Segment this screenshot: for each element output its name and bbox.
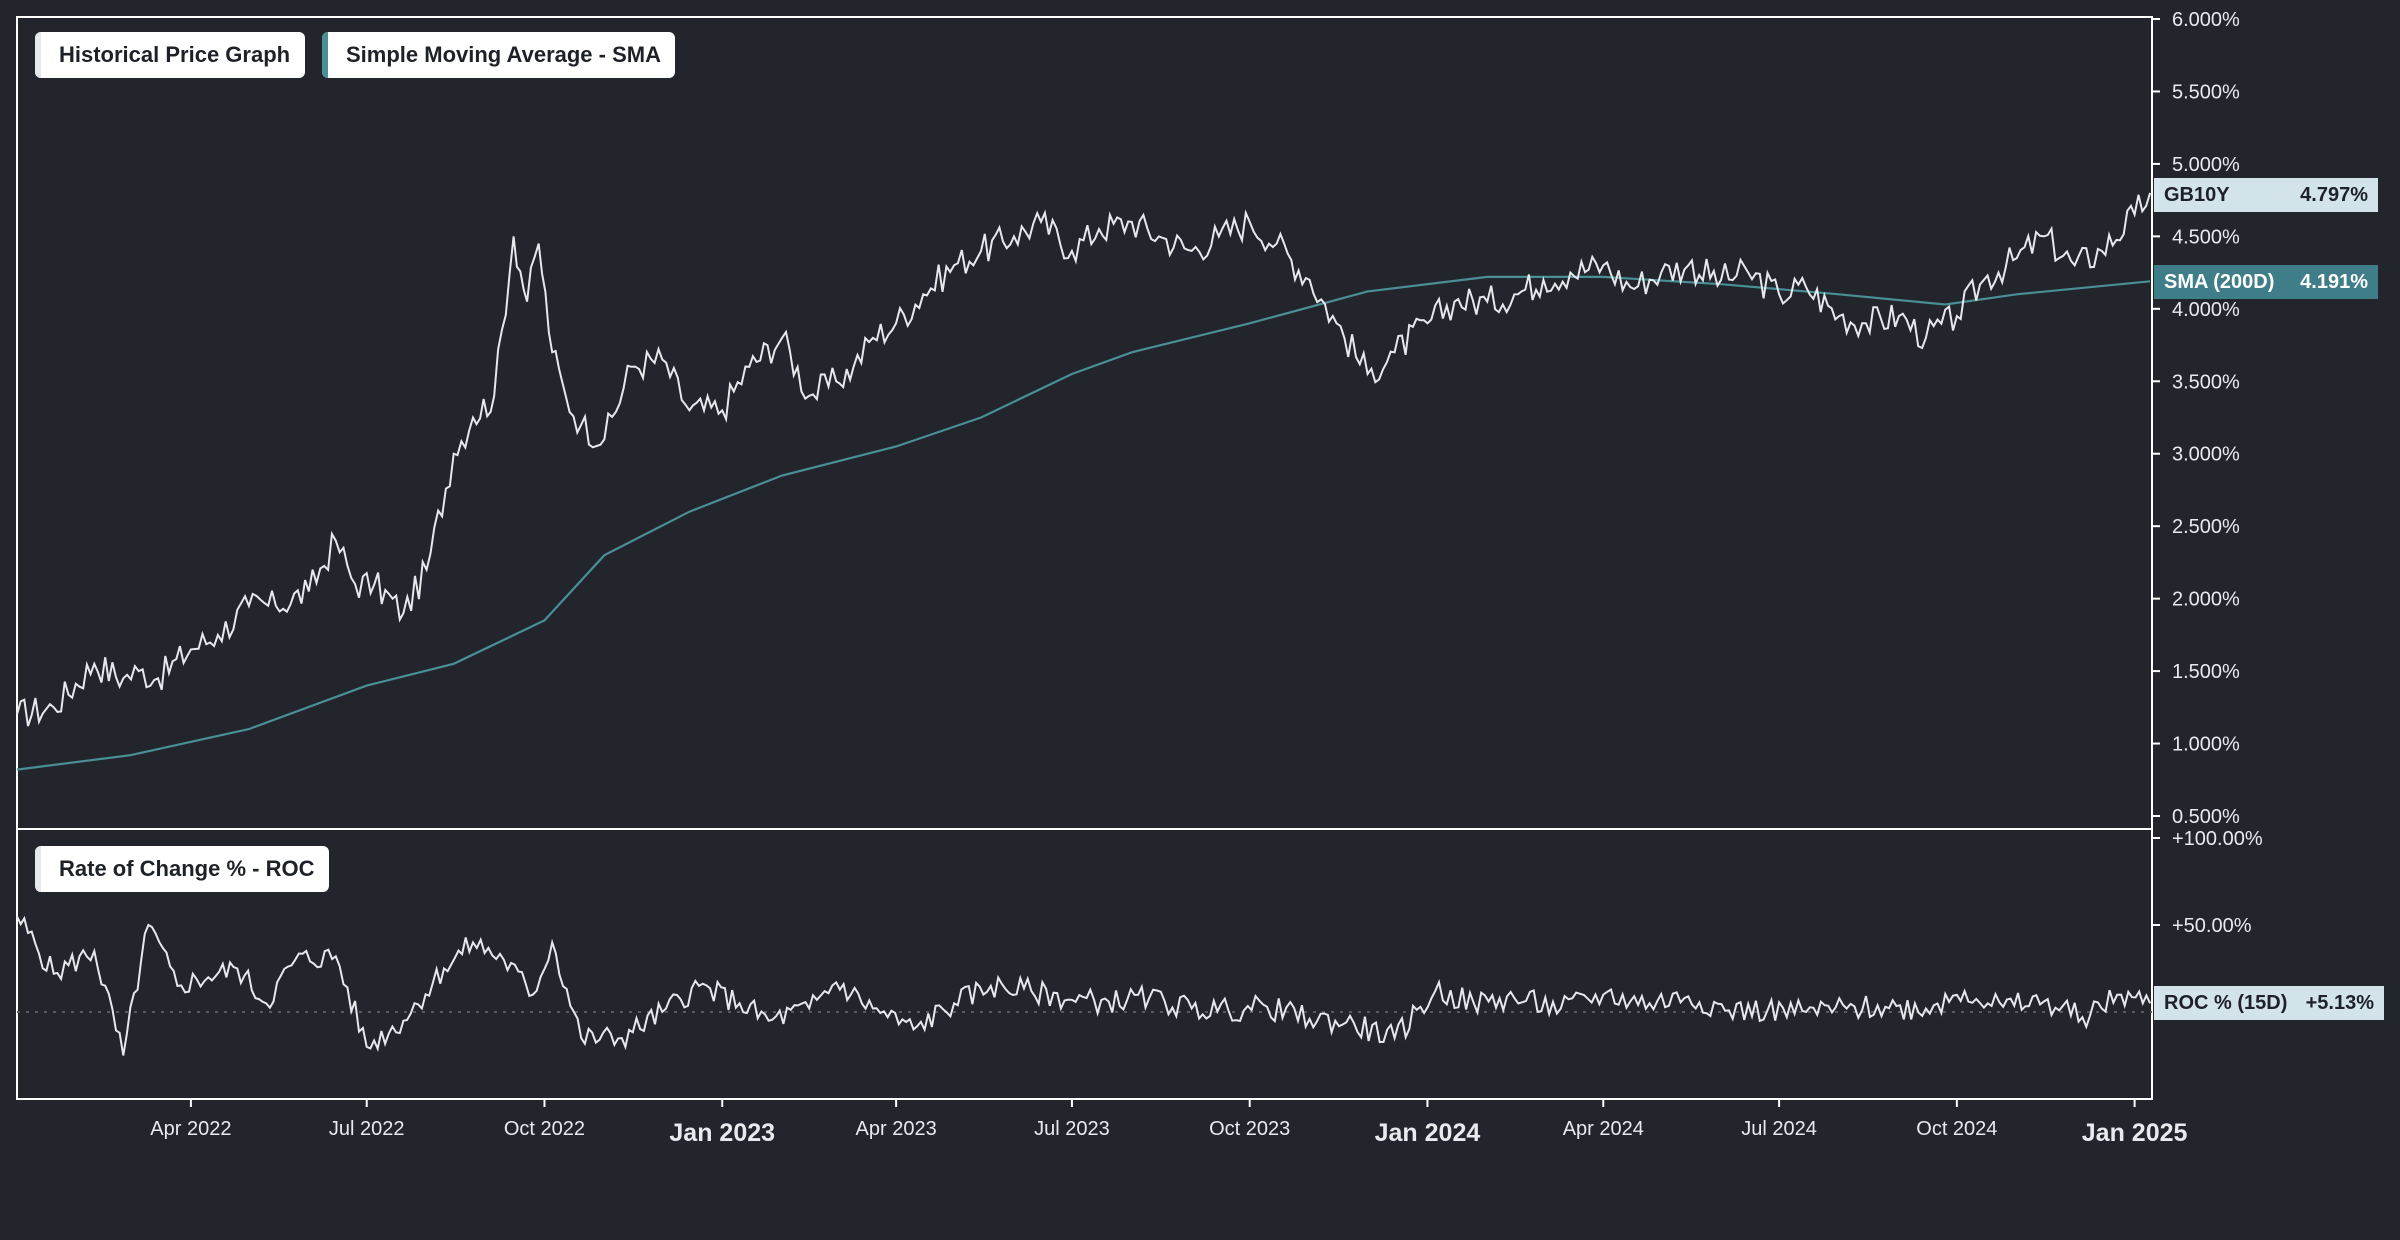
price-value-tag: GB10Y 4.797%	[2154, 178, 2378, 212]
main-y-tick-label: 1.500%	[2172, 661, 2240, 683]
main-y-tick-label: 4.000%	[2172, 299, 2240, 321]
roc-legend[interactable]: Rate of Change % - ROC	[35, 846, 329, 892]
sma-legend-swatch	[322, 32, 328, 78]
roc-panel-frame	[16, 828, 2153, 1100]
main-y-axis: 6.000% 5.500% 5.000% 4.500% 4.000% 3.500% 3.00…	[2152, 9, 2240, 828]
price-legend-label: Historical Price Graph	[59, 42, 291, 67]
main-y-tick-label: 6.000%	[2172, 9, 2240, 31]
sma-line	[16, 275, 2151, 771]
roc-legend-label: Rate of Change % - ROC	[59, 856, 315, 881]
main-y-tick-label: 1.000%	[2172, 734, 2240, 756]
x-tick-label: Jul 2024	[1741, 1118, 1817, 1140]
roc-tag-label: ROC % (15D)	[2164, 992, 2288, 1014]
x-tick-label: Jan 2025	[2082, 1119, 2188, 1147]
x-tick-label: Jul 2022	[329, 1118, 405, 1140]
sma-legend-label: Simple Moving Average - SMA	[346, 42, 661, 67]
x-tick-label: Oct 2022	[504, 1118, 585, 1140]
main-y-tick-label: 2.000%	[2172, 589, 2240, 611]
x-tick-label: Jul 2023	[1034, 1118, 1110, 1140]
x-tick-label: Oct 2024	[1916, 1118, 1997, 1140]
main-panel-frame	[16, 16, 2153, 830]
main-y-tick-label: 0.500%	[2172, 806, 2240, 828]
x-tick-label: Jan 2024	[1375, 1119, 1481, 1147]
x-tick-label: Oct 2023	[1209, 1118, 1290, 1140]
x-tick-label: Apr 2024	[1563, 1118, 1644, 1140]
roc-y-axis: +100.00% +50.00%	[2152, 828, 2263, 937]
main-y-tick-label: 2.500%	[2172, 516, 2240, 538]
x-tick-label: Jan 2023	[669, 1119, 775, 1147]
sma-legend[interactable]: Simple Moving Average - SMA	[322, 32, 675, 78]
sma-value-tag: SMA (200D) 4.191%	[2154, 265, 2378, 299]
price-line	[16, 192, 2152, 727]
x-tick-label: Apr 2022	[150, 1118, 231, 1140]
roc-line	[16, 915, 2152, 1056]
roc-tag-value: +5.13%	[2305, 992, 2374, 1014]
main-y-tick-label: 3.000%	[2172, 444, 2240, 466]
x-tick-label: Apr 2023	[856, 1118, 937, 1140]
main-y-tick-label: 5.000%	[2172, 154, 2240, 176]
price-legend[interactable]: Historical Price Graph	[35, 32, 305, 78]
roc-legend-swatch	[35, 846, 41, 892]
roc-y-tick-label: +100.00%	[2172, 828, 2263, 850]
roc-value-tag: ROC % (15D) +5.13%	[2154, 986, 2384, 1020]
price-tag-value: 4.797%	[2300, 184, 2368, 206]
roc-y-tick-label: +50.00%	[2172, 915, 2252, 937]
sma-tag-label: SMA (200D)	[2164, 271, 2275, 293]
price-legend-swatch	[35, 32, 41, 78]
x-axis: Apr 2022 Jul 2022 Oct 2022 Jan 2023 Apr 2023…	[150, 1099, 2188, 1147]
main-y-tick-label: 4.500%	[2172, 226, 2240, 248]
sma-tag-value: 4.191%	[2300, 271, 2368, 293]
main-y-tick-label: 5.500%	[2172, 81, 2240, 103]
main-y-tick-label: 3.500%	[2172, 371, 2240, 393]
price-tag-label: GB10Y	[2164, 184, 2230, 206]
